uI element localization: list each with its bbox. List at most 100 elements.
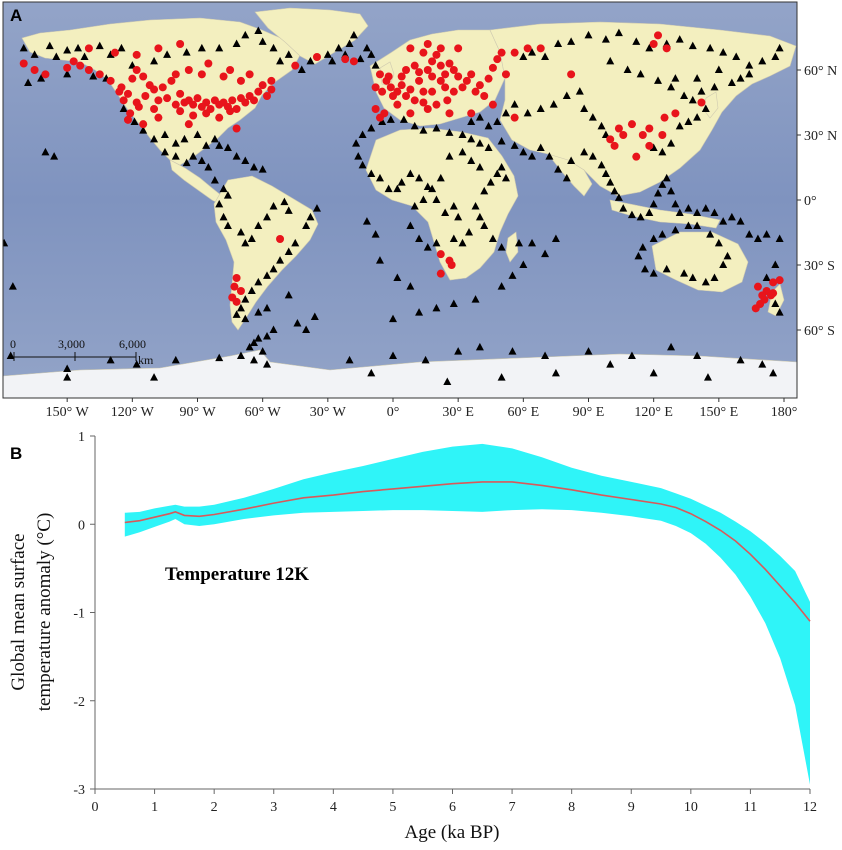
site-circle (458, 83, 467, 92)
site-circle (449, 66, 458, 74)
lat-tick-label: 0° (804, 194, 817, 209)
lon-tick-label: 150° W (46, 405, 90, 420)
site-circle (467, 109, 476, 118)
site-circle (393, 100, 402, 109)
site-triangle (432, 303, 441, 312)
x-tick-label: 10 (684, 800, 698, 815)
site-circle (428, 87, 437, 96)
site-circle (76, 61, 85, 70)
site-triangle (688, 273, 697, 281)
longitude-tick-labels: 150° W 120° W 90° W 60° W 30° W 0° 30° E 60° E 9… (46, 398, 797, 420)
site-triangle (443, 377, 452, 385)
x-tick-label: 9 (628, 800, 635, 815)
site-triangle (215, 353, 224, 362)
lon-tick-label: 120° W (111, 405, 155, 420)
site-circle (63, 63, 72, 72)
site-circle (649, 40, 658, 48)
site-triangle (475, 212, 484, 221)
site-triangle (150, 56, 159, 65)
x-tick-label: 2 (211, 800, 218, 815)
site-triangle (701, 277, 710, 286)
site-triangle (497, 137, 506, 145)
site-circle (215, 113, 224, 122)
site-triangle (139, 126, 148, 134)
site-triangle (41, 147, 50, 156)
site-circle (423, 66, 432, 74)
x-tick-labels: 0 1 2 3 4 5 6 7 8 9 10 11 12 (92, 789, 817, 815)
site-circle (150, 105, 159, 113)
site-triangle (736, 217, 745, 225)
site-triangle (541, 52, 550, 60)
site-circle (219, 72, 228, 81)
site-triangle (219, 184, 228, 193)
site-circle (658, 131, 667, 139)
site-circle (410, 96, 419, 105)
site-triangle (497, 282, 506, 290)
site-triangle (312, 204, 321, 212)
site-triangle (215, 141, 224, 149)
site-triangle (684, 117, 693, 125)
site-circle (204, 59, 213, 68)
x-tick-label: 8 (568, 800, 575, 815)
site-circle (775, 276, 784, 285)
site-circle (671, 109, 680, 118)
site-triangle (276, 256, 285, 264)
site-triangle (575, 87, 584, 95)
site-triangle (710, 82, 719, 91)
site-circle (769, 289, 778, 298)
site-triangle (106, 50, 115, 58)
site-triangle (701, 204, 710, 212)
site-triangle (254, 334, 263, 342)
site-triangle (358, 130, 367, 138)
landmass-asia (489, 21, 797, 197)
x-tick-label: 1 (151, 800, 158, 815)
site-triangle (241, 314, 250, 323)
site-triangle (732, 52, 741, 60)
site-triangle (367, 124, 376, 132)
site-triangle (714, 65, 723, 73)
site-triangle (24, 78, 33, 86)
site-circle (167, 76, 176, 85)
site-triangle (63, 373, 72, 381)
site-triangle (680, 269, 689, 277)
site-triangle (549, 100, 558, 108)
uncertainty-band (124, 443, 811, 785)
site-triangle (536, 143, 545, 151)
scale-bar: 0 3,000 6,000 km (10, 337, 154, 367)
y-tick-label: -2 (73, 695, 85, 710)
site-circle (154, 96, 163, 105)
site-triangle (63, 69, 72, 78)
site-triangle (3, 238, 9, 247)
site-circle (312, 53, 321, 61)
site-triangle (662, 264, 671, 273)
map-panel: 0 3,000 6,000 km A 150° W 120° W 90° W 60° … (2, 1, 837, 420)
site-triangle (421, 355, 430, 364)
site-triangle (247, 234, 256, 242)
site-triangle (410, 121, 419, 130)
site-circle (202, 98, 211, 107)
site-triangle (619, 204, 628, 212)
site-triangle (458, 130, 467, 138)
scale-unit: km (138, 353, 154, 367)
site-triangle (541, 351, 550, 359)
site-triangle (771, 299, 780, 307)
site-triangle (236, 303, 245, 312)
y-tick-label: 0 (78, 518, 85, 533)
lon-tick-label: 120° E (634, 405, 673, 420)
site-triangle (475, 113, 484, 121)
site-triangle (667, 82, 676, 91)
site-triangle (510, 100, 519, 108)
site-triangle (189, 152, 198, 160)
site-circle (471, 87, 480, 96)
site-triangle (406, 169, 415, 177)
site-triangle (488, 234, 497, 242)
site-triangle (356, 54, 365, 63)
site-circle (232, 297, 241, 306)
site-triangle (399, 115, 408, 123)
site-triangle (706, 43, 715, 52)
site-triangle (249, 163, 258, 171)
site-triangle (180, 134, 189, 143)
site-circle (41, 70, 50, 79)
site-triangle (236, 228, 245, 236)
site-triangle (632, 37, 641, 45)
